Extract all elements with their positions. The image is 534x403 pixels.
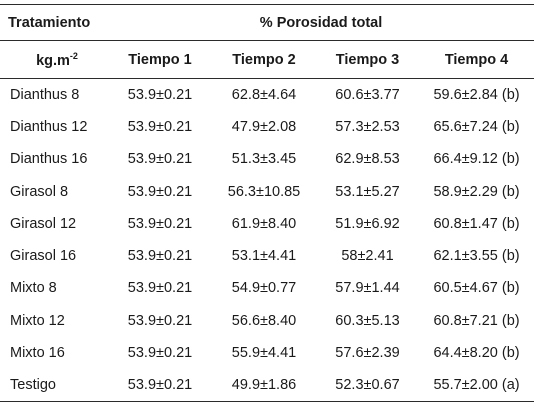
tiempo-3-cell: 52.3±0.67 <box>316 369 419 402</box>
tiempo-2-cell: 53.1±4.41 <box>231 248 297 265</box>
table-row: Dianthus 12 53.9±0.21 47.9±2.08 57.3±2.53 65… <box>0 111 534 143</box>
row-name-cell: Girasol 16 <box>10 248 77 265</box>
tiempo-4-cell: 64.4±8.20 (b) <box>433 345 520 362</box>
row-name-cell: Girasol 8 <box>10 183 69 200</box>
tiempo-1-cell: 53.9±0.21 <box>127 312 193 329</box>
tiempo-1-cell: 53.9±0.21 <box>127 183 193 200</box>
table-body: Dianthus 8 53.9±0.21 62.8±4.64 60.6±3.77 59.… <box>0 79 534 402</box>
porosity-group-header: % Porosidad total <box>108 4 534 41</box>
tiempo-1-cell: 53.9±0.21 <box>127 151 193 168</box>
row-name-cell: Dianthus 12 <box>10 118 88 135</box>
tiempo-4-cell: 59.6±2.84 (b) <box>433 86 520 103</box>
table-row: Testigo 53.9±0.21 49.9±1.86 52.3±0.67 55.7±2… <box>0 369 534 402</box>
row-name-cell: Testigo <box>0 369 108 402</box>
tiempo-4-cell: 62.1±3.55 (b) <box>433 248 520 265</box>
tiempo-3-cell: 62.9±8.53 <box>335 151 400 168</box>
column-header-tiempo-4: Tiempo 4 <box>419 40 534 79</box>
row-name-cell: Dianthus 16 <box>10 151 88 168</box>
tiempo-4-cell: 60.5±4.67 (b) <box>433 280 520 297</box>
column-header-tiempo-3: Tiempo 3 <box>316 40 419 79</box>
tiempo-3-cell: 51.9±6.92 <box>335 215 400 232</box>
column-header-tiempo-2: Tiempo 2 <box>212 40 316 79</box>
tiempo-2-cell: 61.9±8.40 <box>231 215 297 232</box>
treatment-header: Tratamiento <box>0 4 108 41</box>
tiempo-2-cell: 56.3±10.85 <box>227 183 301 200</box>
tiempo-1-cell: 53.9±0.21 <box>108 369 212 402</box>
tiempo-3-cell: 60.6±3.77 <box>335 86 400 103</box>
tiempo-2-cell: 47.9±2.08 <box>231 118 297 135</box>
unit-label: kg.m <box>36 52 70 69</box>
tiempo-1-cell: 53.9±0.21 <box>127 248 193 265</box>
tiempo-2-cell: 62.8±4.64 <box>231 86 297 103</box>
table-row: Girasol 12 53.9±0.21 61.9±8.40 51.9±6.92 60.… <box>0 208 534 240</box>
tiempo-2-cell: 56.6±8.40 <box>231 312 297 329</box>
tiempo-4-cell: 65.6±7.24 (b) <box>433 118 520 135</box>
table-row: Dianthus 16 53.9±0.21 51.3±3.45 62.9±8.53 66… <box>0 143 534 175</box>
row-name-cell: Girasol 12 <box>10 215 77 232</box>
table-row: Dianthus 8 53.9±0.21 62.8±4.64 60.6±3.77 59.… <box>0 79 534 111</box>
unit-header: kg.m-2 <box>0 40 108 79</box>
tiempo-2-cell: 49.9±1.86 <box>212 369 316 402</box>
table-row: Girasol 8 53.9±0.21 56.3±10.85 53.1±5.27 58.… <box>0 175 534 207</box>
column-header-tiempo-1: Tiempo 1 <box>108 40 212 79</box>
tiempo-3-cell: 53.1±5.27 <box>335 183 400 200</box>
tiempo-4-cell: 55.7±2.00 (a) <box>419 369 534 402</box>
row-name-cell: Mixto 8 <box>10 280 57 297</box>
porosity-table: Tratamiento % Porosidad total kg.m-2 Tie… <box>0 4 534 402</box>
tiempo-2-cell: 51.3±3.45 <box>231 151 297 168</box>
tiempo-1-cell: 53.9±0.21 <box>127 345 193 362</box>
tiempo-3-cell: 57.3±2.53 <box>335 118 400 135</box>
row-name-cell: Mixto 12 <box>10 312 65 329</box>
header-row-top: Tratamiento % Porosidad total <box>0 4 534 41</box>
table-row: Mixto 8 53.9±0.21 54.9±0.77 57.9±1.44 60.5±4… <box>0 272 534 304</box>
table-row: Mixto 12 53.9±0.21 56.6±8.40 60.3±5.13 60.8±… <box>0 305 534 337</box>
tiempo-2-cell: 54.9±0.77 <box>231 280 297 297</box>
tiempo-1-cell: 53.9±0.21 <box>127 215 193 232</box>
tiempo-4-cell: 60.8±1.47 (b) <box>433 215 520 232</box>
tiempo-1-cell: 53.9±0.21 <box>127 280 193 297</box>
tiempo-3-cell: 57.6±2.39 <box>335 345 400 362</box>
table-row: Girasol 16 53.9±0.21 53.1±4.41 58±2.41 62.1±… <box>0 240 534 272</box>
header-row-sub: kg.m-2 Tiempo 1 Tiempo 2 Tiempo 3 Tiempo… <box>0 40 534 79</box>
unit-exponent: -2 <box>69 50 78 61</box>
tiempo-4-cell: 58.9±2.29 (b) <box>433 183 520 200</box>
tiempo-4-cell: 60.8±7.21 (b) <box>433 312 520 329</box>
tiempo-3-cell: 60.3±5.13 <box>335 312 400 329</box>
tiempo-3-cell: 58±2.41 <box>341 248 394 265</box>
tiempo-3-cell: 57.9±1.44 <box>335 280 400 297</box>
row-name-cell: Mixto 16 <box>10 345 65 362</box>
tiempo-1-cell: 53.9±0.21 <box>127 86 193 103</box>
table-row: Mixto 16 53.9±0.21 55.9±4.41 57.6±2.39 64.4±… <box>0 337 534 369</box>
row-name-cell: Dianthus 8 <box>10 86 80 103</box>
tiempo-2-cell: 55.9±4.41 <box>231 345 297 362</box>
tiempo-4-cell: 66.4±9.12 (b) <box>433 151 520 168</box>
tiempo-1-cell: 53.9±0.21 <box>127 118 193 135</box>
